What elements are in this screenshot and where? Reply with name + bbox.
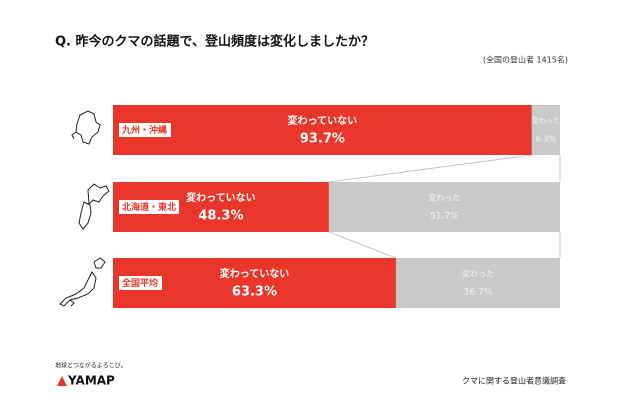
category-box: [119, 123, 172, 137]
value-label: 63.3%: [232, 285, 277, 300]
brand-name: YAMAP: [67, 374, 115, 388]
chart-title: Q. 昨今のクマの話題で、登山頻度は変化しましたか？: [55, 34, 374, 50]
connector: [328, 154, 532, 183]
category-label: 北海道・東北: [122, 201, 176, 213]
category-label: 全国平均: [121, 277, 158, 289]
connector: [328, 231, 397, 259]
segment-label: 変わった: [462, 269, 494, 279]
map-tohoku: [78, 183, 110, 230]
bar-segment: [328, 182, 560, 232]
bar-segment: [113, 105, 532, 155]
brand-tagline: 地球とつながるよろこび。: [55, 362, 127, 370]
subtitle: (全国の登山者 1415名): [483, 55, 568, 65]
category-box: [119, 200, 180, 214]
segment-label: 変わった: [532, 116, 560, 125]
source: クマに関する登山者意識調査: [462, 376, 566, 386]
bar-segment: [395, 258, 560, 308]
value-label: 36.7%: [464, 288, 493, 298]
bar-segment: [531, 105, 560, 155]
value-label: 51.7%: [430, 212, 459, 222]
category-label: 九州・沖縄: [121, 124, 167, 136]
value-label: 93.7%: [300, 132, 345, 147]
segment-label: 変わっていない: [220, 267, 290, 280]
map-kyushu: [71, 110, 101, 145]
brand-icon: [57, 376, 67, 386]
map-japan: [59, 257, 106, 307]
map-icons: [59, 110, 110, 307]
value-label: 6.3%: [536, 135, 557, 144]
value-label: 48.3%: [198, 209, 243, 224]
segment-label: 変わっていない: [288, 114, 358, 127]
segment-label: 変わった: [428, 193, 460, 203]
category-box: [119, 276, 163, 290]
segment-label: 変わっていない: [186, 191, 256, 204]
